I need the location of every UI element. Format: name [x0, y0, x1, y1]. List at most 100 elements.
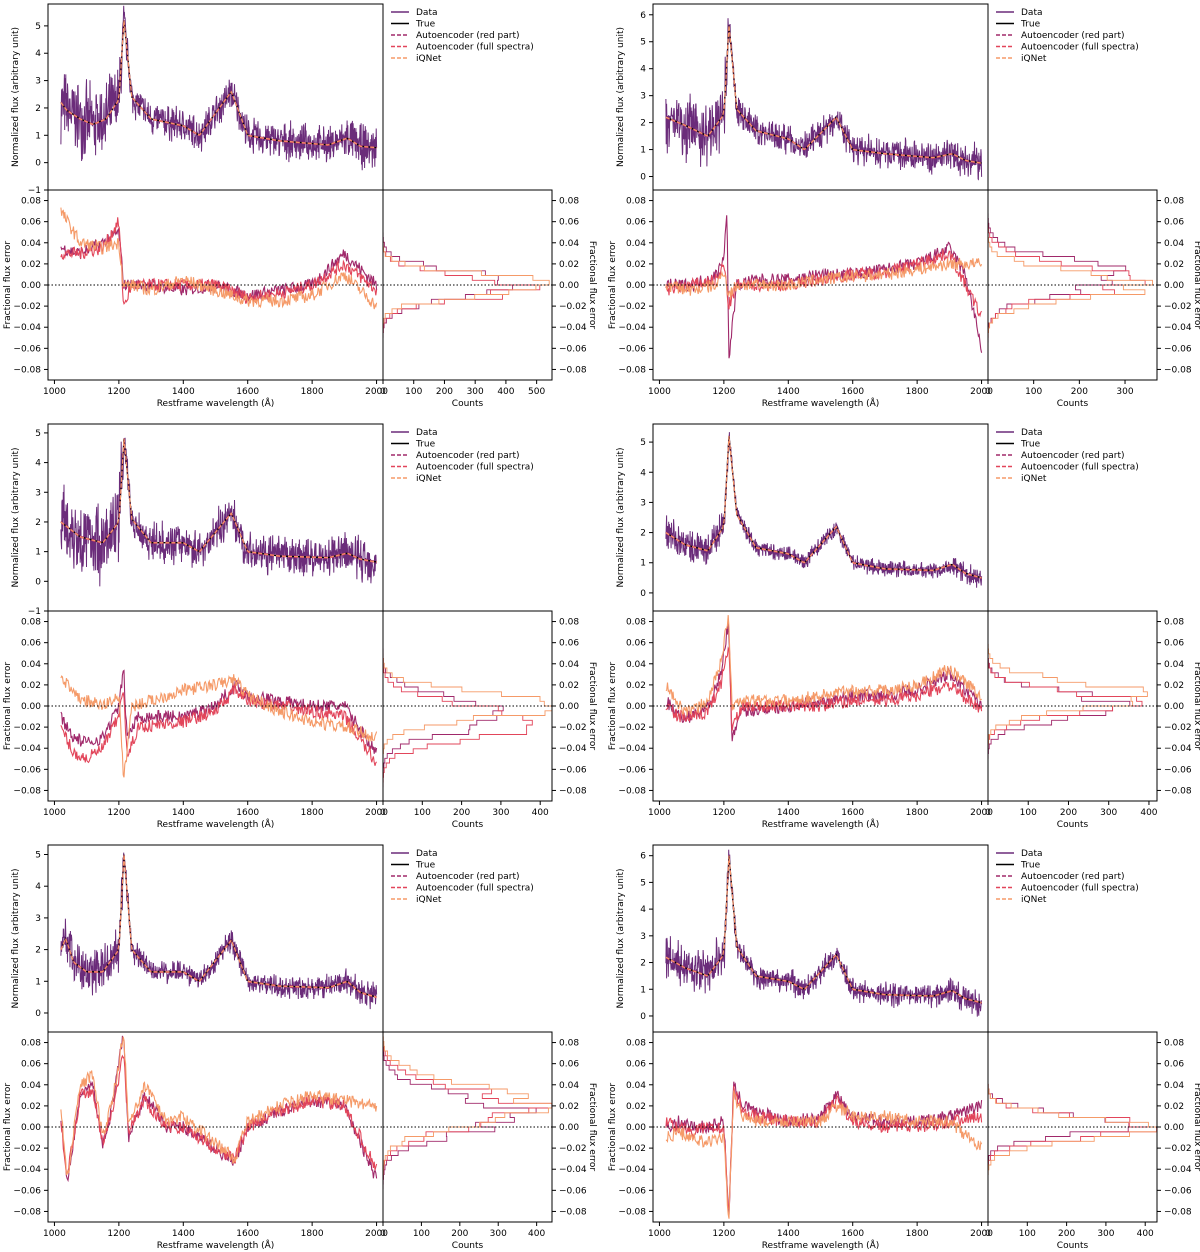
spectrum-axes: 0 1 2 3 4 5 6 Normalized flux (arbitrary unit): [616, 844, 989, 1033]
hist-ytick-label: −0.08: [1164, 786, 1192, 796]
hist-xlabel: Counts: [1057, 399, 1089, 409]
error-axes: −0.08 −0.06 −0.04 −0.02 0.00 0.02 0.04 0.06 0.08…: [3, 189, 388, 409]
autoencoder-red-spectrum-line: [60, 19, 377, 148]
hist-ytick-label: −0.08: [559, 786, 587, 796]
error-axes: −0.08 −0.06 −0.04 −0.02 0.00 0.02 0.04 0.06 0.08…: [608, 610, 993, 830]
error-ytick-label: 0.00: [21, 702, 41, 712]
xtick-label: 1400: [172, 387, 195, 397]
iqnet-spectrum-line: [665, 436, 982, 579]
legend-label: Data: [416, 8, 438, 18]
spectrum-ytick-label: −1: [28, 607, 41, 617]
hist-ytick-label: 0.02: [559, 1102, 579, 1112]
error-ytick-label: 0.04: [21, 660, 41, 670]
legend-label: iQNet: [416, 895, 442, 905]
xtick-label: 1400: [172, 1229, 195, 1239]
xtick-label: 1200: [107, 808, 130, 818]
hist-ytick-label: 0.06: [1164, 218, 1184, 228]
spectrum-ylabel: Normalized flux (arbitrary unit): [616, 448, 626, 588]
iqnet-spectrum-line: [665, 25, 982, 164]
xtick-label: 1800: [906, 808, 929, 818]
xlabel: Restframe wavelength (Å): [762, 397, 880, 409]
hist-ytick-label: −0.04: [559, 744, 587, 754]
autoencoder-full-spectrum-line: [665, 436, 982, 579]
hist-xtick-label: 300: [490, 1229, 507, 1239]
hist-ytick-label: −0.08: [1164, 1207, 1192, 1217]
error-series-line: [665, 1081, 983, 1215]
xtick-label: 2000: [970, 387, 993, 397]
error-ytick-label: 0.04: [626, 239, 646, 249]
error-series-line: [60, 1036, 378, 1176]
error-ytick-label: 0.08: [21, 1039, 41, 1049]
hist-xtick-label: 400: [497, 387, 514, 397]
spectrum-ytick-label: 2: [640, 529, 646, 539]
hist-ytick-label: −0.08: [1164, 365, 1192, 375]
xtick-label: 1600: [236, 387, 259, 397]
spectrum-ytick-label: 5: [640, 38, 646, 48]
error-ytick-label: 0.00: [626, 281, 646, 291]
spectrum-axes: −1 0 1 2 3 4 5 Normalized flux (arbitrary unit): [11, 423, 384, 617]
spectrum-axes: 0 1 2 3 4 5 Normalized flux (arbitrary unit): [616, 423, 989, 612]
spectrum-ytick-label: 1: [640, 559, 646, 569]
spectrum-ytick-label: 5: [35, 851, 41, 861]
hist-ytick-label: 0.00: [559, 281, 579, 291]
legend-label: True: [1020, 440, 1041, 450]
spectrum-ytick-label: 1: [35, 548, 41, 558]
spectrum-ytick-label: 0: [640, 1012, 646, 1022]
spectrum-ytick-label: 0: [35, 577, 41, 587]
xtick-label: 1800: [301, 1229, 324, 1239]
error-ytick-label: 0.04: [21, 1081, 41, 1091]
data-spectrum-line: [665, 849, 983, 1017]
hist-ytick-label: −0.02: [1164, 302, 1192, 312]
legend-label: Autoencoder (full spectra): [416, 884, 534, 894]
error-ytick-label: −0.08: [13, 365, 41, 375]
autoencoder-full-spectrum-line: [665, 856, 982, 1004]
true-spectrum-line: [60, 20, 377, 149]
error-ytick-label: −0.08: [618, 1207, 646, 1217]
legend-label: Autoencoder (full spectra): [1021, 43, 1139, 53]
xtick-label: 1600: [236, 808, 259, 818]
true-spectrum-line: [665, 855, 982, 1004]
hist-ytick-label: 0.00: [1164, 281, 1184, 291]
hist-ytick-label: −0.06: [1164, 765, 1192, 775]
hist-ytick-label: 0.04: [559, 239, 579, 249]
hist-ylabel: Fractional flux error: [1192, 1083, 1200, 1171]
xtick-label: 1000: [648, 387, 671, 397]
hist-ytick-label: −0.02: [1164, 723, 1192, 733]
hist-ytick-label: −0.04: [1164, 323, 1192, 333]
error-ytick-label: −0.06: [618, 344, 646, 354]
spectrum-frame: [652, 3, 989, 191]
hist-ytick-label: −0.06: [1164, 1186, 1192, 1196]
data-spectrum-line: [665, 432, 983, 588]
spectrum-axes: −1 0 1 2 3 4 5 Normalized flux (arbitrary unit): [11, 3, 384, 196]
spectrum-ytick-label: 4: [640, 905, 646, 915]
error-ytick-label: −0.04: [13, 1165, 41, 1175]
error-series-line: [665, 257, 983, 299]
hist-xtick-label: 200: [1071, 387, 1088, 397]
hist-ytick-label: −0.06: [559, 765, 587, 775]
xtick-label: 2000: [970, 1229, 993, 1239]
hist-ylabel: Fractional flux error: [1192, 241, 1200, 329]
spectrum-ytick-label: 1: [640, 146, 646, 156]
hist-xlabel: Counts: [1057, 820, 1089, 830]
legend-label: Autoencoder (red part): [416, 31, 520, 41]
spectrum-ytick-label: 2: [35, 518, 41, 528]
spectrum-ytick-label: 3: [35, 914, 41, 924]
spectrum-ytick-label: 5: [640, 878, 646, 888]
spectrum-ytick-label: 1: [640, 985, 646, 995]
error-ytick-label: 0.00: [21, 281, 41, 291]
error-ytick-label: −0.06: [618, 1186, 646, 1196]
hist-ytick-label: 0.08: [1164, 618, 1184, 628]
error-ytick-label: −0.02: [13, 1144, 41, 1154]
error-ytick-label: −0.02: [618, 302, 646, 312]
hist-ytick-label: 0.04: [1164, 1081, 1184, 1091]
error-ylabel: Fractional flux error: [608, 662, 618, 750]
hist-xtick-label: 0: [985, 387, 991, 397]
xtick-label: 1200: [107, 387, 130, 397]
spectrum-ylabel: Normalized flux (arbitrary unit): [11, 27, 21, 167]
error-ytick-label: −0.08: [13, 1207, 41, 1217]
hist-xtick-label: 400: [532, 808, 549, 818]
hist-xtick-label: 0: [380, 387, 386, 397]
error-ytick-label: −0.04: [618, 744, 646, 754]
